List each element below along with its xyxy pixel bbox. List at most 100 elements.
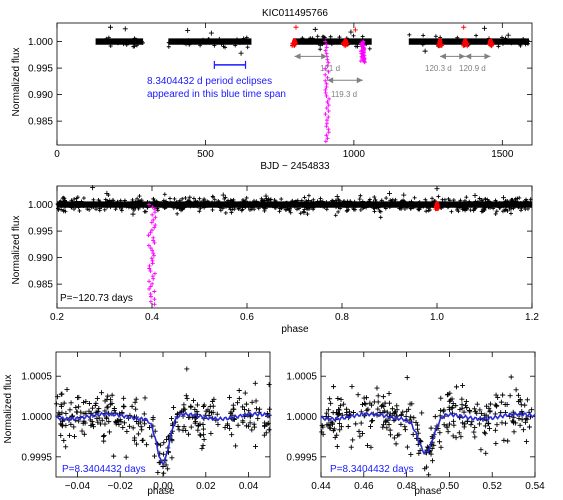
phase-point bbox=[416, 450, 422, 456]
flux-point bbox=[86, 203, 91, 208]
flux-point bbox=[61, 195, 66, 200]
flux-point bbox=[80, 203, 85, 208]
interval-119d-label: 119.3 d bbox=[331, 90, 357, 99]
flux-point bbox=[202, 205, 207, 210]
flux-point bbox=[161, 198, 166, 203]
flux-outlier bbox=[130, 211, 136, 217]
phase-point bbox=[459, 402, 465, 408]
phase-point bbox=[243, 401, 249, 407]
flux-outlier bbox=[208, 30, 214, 36]
flux-outlier bbox=[348, 29, 354, 35]
flux-outlier bbox=[334, 194, 340, 200]
phase-point bbox=[380, 422, 386, 428]
blue-span-note-line-2: appeared in this blue time span bbox=[147, 89, 286, 100]
flux-outlier bbox=[387, 190, 392, 196]
flux-point bbox=[462, 206, 467, 211]
flux-point bbox=[166, 44, 171, 49]
magenta-eclipse-point bbox=[150, 261, 155, 266]
flux-point bbox=[155, 206, 160, 211]
flux-point bbox=[212, 197, 217, 202]
panel-2-ytick-label: 0.995 bbox=[28, 227, 53, 238]
phase-point bbox=[335, 396, 341, 402]
magenta-eclipse-point bbox=[148, 294, 153, 299]
phase-point bbox=[266, 406, 272, 412]
phase-point bbox=[81, 411, 87, 417]
phase-point bbox=[486, 421, 492, 427]
phase-point bbox=[132, 399, 138, 405]
flux-point bbox=[186, 201, 191, 206]
phase-point bbox=[106, 419, 112, 425]
phase-point bbox=[240, 404, 246, 410]
flux-point bbox=[122, 199, 127, 204]
flux-point bbox=[171, 206, 176, 211]
phase-point bbox=[97, 421, 103, 427]
flux-point bbox=[142, 209, 147, 214]
flux-point bbox=[132, 40, 137, 45]
interval-120-9d-label: 120.9 d bbox=[459, 64, 486, 73]
phase-point bbox=[477, 407, 483, 413]
flux-point bbox=[472, 207, 477, 212]
flux-point bbox=[273, 199, 278, 204]
phase-point bbox=[499, 420, 505, 426]
flux-outlier bbox=[263, 193, 269, 199]
phase-point bbox=[408, 452, 414, 458]
magenta-eclipse-point bbox=[147, 266, 152, 271]
flux-point bbox=[91, 201, 96, 206]
phase-point bbox=[230, 406, 236, 412]
flux-point bbox=[262, 206, 267, 211]
magenta-eclipse-point bbox=[153, 215, 158, 220]
flux-point bbox=[457, 205, 462, 210]
flux-point bbox=[346, 207, 351, 212]
flux-point bbox=[505, 199, 510, 204]
flux-point bbox=[431, 38, 436, 43]
flux-point bbox=[177, 206, 182, 211]
flux-point bbox=[261, 205, 266, 210]
interval-arrow-head-right bbox=[356, 77, 363, 84]
flux-point bbox=[77, 208, 82, 213]
phase-point bbox=[407, 417, 413, 423]
phase-point bbox=[68, 400, 74, 406]
phase-point bbox=[391, 410, 397, 416]
phase-point bbox=[449, 405, 455, 411]
phase-point bbox=[402, 427, 408, 433]
flux-point bbox=[454, 207, 459, 212]
flux-point bbox=[360, 34, 365, 39]
flux-point bbox=[79, 199, 84, 204]
flux-point bbox=[69, 205, 74, 210]
phase-point bbox=[450, 400, 456, 406]
phase-point bbox=[338, 424, 344, 430]
flux-point bbox=[212, 43, 217, 48]
flux-point bbox=[430, 196, 435, 201]
phase-point bbox=[261, 432, 267, 438]
panel-phase-zoom-secondary: 0.44 0.46 0.48 0.50 0.52 0.54 0.9995 1.0000 1.00… bbox=[286, 351, 545, 497]
flux-point bbox=[388, 198, 393, 203]
flux-point bbox=[445, 39, 450, 44]
phase-point bbox=[95, 408, 101, 414]
interval-arrow-head-left bbox=[294, 53, 301, 60]
phase-point bbox=[476, 421, 482, 427]
flux-point bbox=[495, 203, 500, 208]
phase-point bbox=[438, 444, 444, 450]
flux-point bbox=[318, 47, 323, 52]
phase-point bbox=[368, 444, 374, 450]
flux-point bbox=[250, 201, 255, 206]
panel-3-ytick-label: 1.0000 bbox=[21, 412, 52, 423]
phase-point bbox=[79, 428, 85, 434]
phase-point bbox=[134, 441, 140, 447]
flux-point bbox=[101, 39, 106, 44]
phase-point bbox=[59, 422, 65, 428]
flux-point bbox=[155, 208, 160, 213]
flux-point bbox=[211, 195, 216, 200]
panel-1-ytick-label: 0.985 bbox=[28, 117, 53, 128]
phase-point bbox=[400, 409, 406, 415]
flux-point bbox=[360, 199, 365, 204]
phase-point bbox=[344, 406, 350, 412]
flux-point bbox=[518, 208, 523, 213]
panel-2-xtick-label: 1.0 bbox=[430, 312, 444, 323]
phase-point bbox=[182, 406, 188, 412]
flux-point bbox=[519, 206, 524, 211]
magenta-eclipse-point bbox=[149, 256, 154, 261]
flux-point bbox=[69, 198, 74, 203]
phase-point bbox=[161, 451, 167, 457]
flux-point bbox=[217, 36, 222, 41]
